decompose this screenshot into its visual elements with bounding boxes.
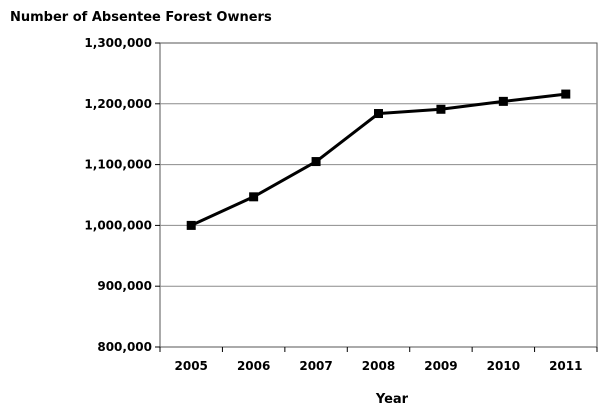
data-point-2007 — [311, 157, 321, 167]
y-tick-label: 1,100,000 — [84, 158, 152, 172]
data-point-2010 — [498, 96, 508, 106]
y-axis-ticks: 800,000 900,000 1,000,000 1,100,000 1,200,00… — [84, 36, 160, 354]
y-tick-label: 1,300,000 — [84, 36, 152, 50]
y-tick-label: 1,200,000 — [84, 97, 152, 111]
data-point-2011 — [561, 89, 571, 99]
x-axis-title: Year — [375, 392, 409, 407]
x-tick-label: 2011 — [549, 359, 582, 373]
x-tick-label: 2008 — [362, 359, 395, 373]
data-point-2005 — [186, 220, 196, 230]
x-axis-ticks: 2005 2006 2007 2008 2009 2010 2011 — [159, 347, 598, 373]
data-point-2008 — [374, 109, 383, 119]
x-tick-label: 2009 — [424, 359, 457, 373]
grid-lines — [160, 103, 597, 287]
y-axis-title: Number of Absentee Forest Owners — [10, 10, 272, 25]
plot-area-frame — [159, 42, 598, 348]
x-tick-label: 2010 — [487, 359, 520, 373]
data-point-2009 — [436, 104, 446, 114]
x-tick-label: 2005 — [175, 359, 208, 373]
series-group — [186, 89, 571, 230]
x-tick-label: 2006 — [237, 359, 270, 373]
y-tick-label: 800,000 — [97, 340, 152, 354]
y-tick-label: 1,000,000 — [84, 218, 152, 232]
y-tick-label: 900,000 — [97, 279, 152, 293]
data-point-2006 — [249, 192, 259, 202]
x-tick-label: 2007 — [299, 359, 332, 373]
